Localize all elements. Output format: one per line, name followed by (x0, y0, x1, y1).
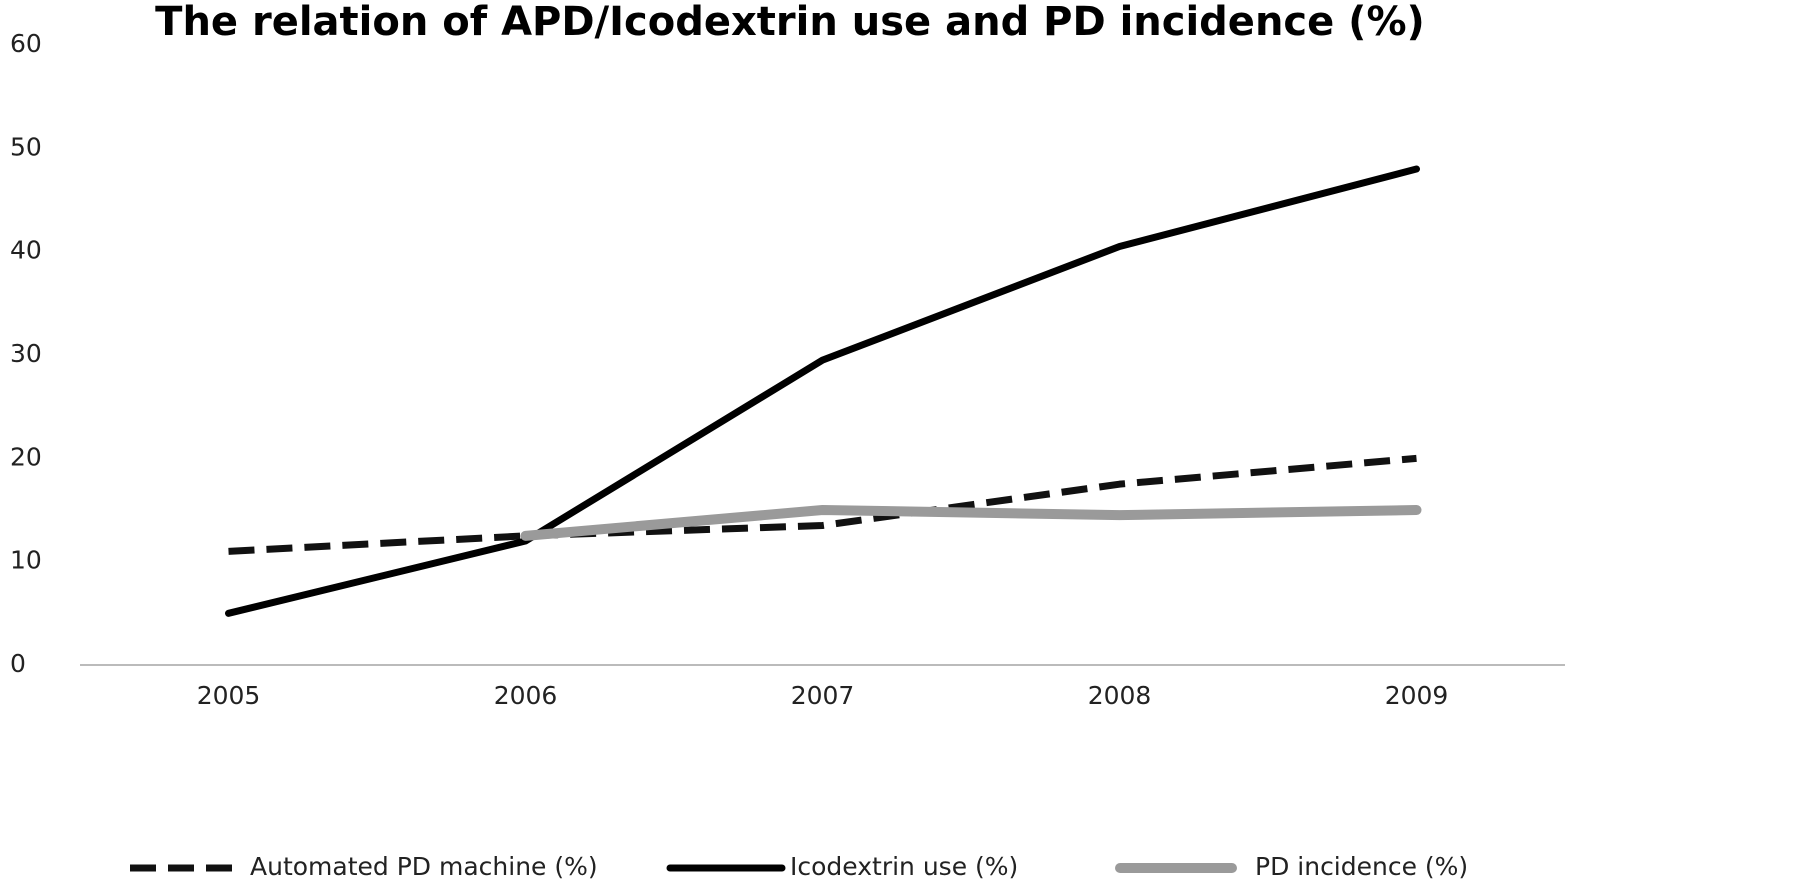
x-tick-label: 2007 (791, 681, 855, 710)
x-tick-label: 2008 (1088, 681, 1152, 710)
x-tick-label: 2006 (494, 681, 558, 710)
y-tick-label: 20 (10, 442, 42, 471)
y-tick-label: 30 (10, 339, 42, 368)
y-tick-label: 50 (10, 132, 42, 161)
series-line (228, 454, 1417, 555)
y-tick-label: 0 (10, 649, 26, 678)
chart-title: The relation of APD/Icodextrin use and P… (155, 0, 1425, 45)
legend-label: PD incidence (%) (1255, 852, 1468, 881)
x-tick-label: 2005 (197, 681, 261, 710)
legend-label: Automated PD machine (%) (250, 852, 598, 881)
series-line (225, 165, 1420, 617)
x-tick-label: 2009 (1385, 681, 1449, 710)
y-tick-label: 10 (10, 546, 42, 575)
series-line (520, 505, 1422, 541)
y-tick-label: 40 (10, 236, 42, 265)
legend-label: Icodextrin use (%) (790, 852, 1018, 881)
y-tick-label: 60 (10, 29, 42, 58)
